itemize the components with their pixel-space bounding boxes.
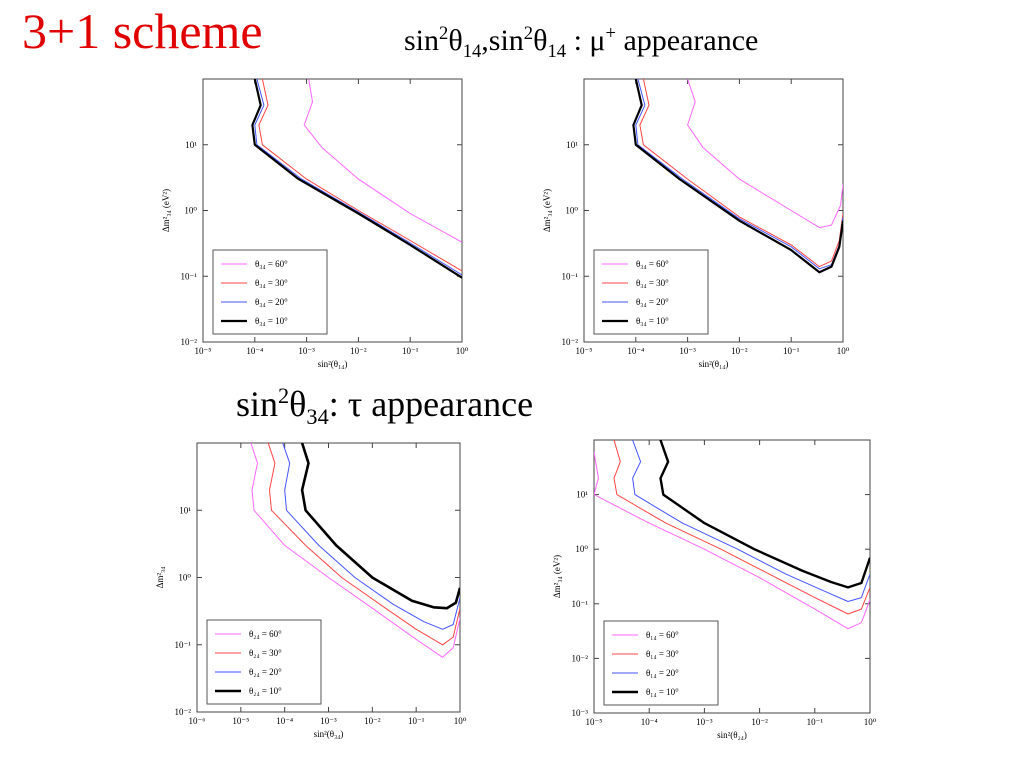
legend-entry: θ₃₄ = 60° <box>636 259 669 269</box>
legend-entry: θ₃₄ = 20° <box>255 297 288 307</box>
x-tick-label: 10⁻⁵ <box>586 717 603 727</box>
legend-entry: θ₁₄ = 30° <box>646 649 679 659</box>
slide-title: 3+1 scheme <box>22 3 263 59</box>
x-tick-label: 10⁻³ <box>298 346 315 356</box>
y-tick-label: 10¹ <box>185 140 197 150</box>
y-tick-label: 10¹ <box>179 505 191 515</box>
series-line-1 <box>687 79 843 229</box>
x-tick-label: 10⁰ <box>864 717 877 727</box>
x-tick-label: 10⁻³ <box>696 717 713 727</box>
y-axis-label: Δm²₃₄ (eV²) <box>542 189 552 232</box>
x-tick-label: 10⁻⁴ <box>627 346 644 356</box>
x-tick-label: 10⁻² <box>350 346 367 356</box>
legend-entry: θ₃₄ = 30° <box>255 278 288 288</box>
y-tick-label: 10⁻² <box>572 653 589 663</box>
x-tick-label: 10⁻¹ <box>408 716 425 726</box>
y-axis-label: Δm²₃₄ <box>155 567 165 589</box>
series-line-3 <box>635 79 843 270</box>
x-axis-label: sin²(θ₁₄) <box>699 359 729 369</box>
x-tick-label: 10⁻⁶ <box>189 716 206 726</box>
x-tick-label: 10⁻¹ <box>807 717 824 727</box>
legend-entry: θ₂₄ = 30° <box>249 648 282 658</box>
legend-entry: θ₂₄ = 20° <box>249 667 282 677</box>
y-tick-label: 10⁰ <box>575 544 588 554</box>
plot-4: 10⁻⁵ 10⁻⁴ 10⁻³ 10⁻² 10⁻¹ 10⁰ 10⁻³ 10⁻² 10⁻¹ 10⁰ 10… <box>552 439 877 740</box>
legend-entry: θ₃₄ = 60° <box>255 259 288 269</box>
y-tick-label: 10⁻¹ <box>175 640 192 650</box>
x-axis-label: sin²(θ₁₄) <box>318 359 348 369</box>
legend-entry: θ₃₄ = 10° <box>636 316 669 326</box>
y-tick-label: 10⁻¹ <box>181 271 198 281</box>
y-tick-label: 10⁻² <box>175 707 192 717</box>
series-line-3 <box>282 443 460 630</box>
legend-entry: θ₃₄ = 10° <box>255 316 288 326</box>
legend-entry: θ₁₄ = 60° <box>646 630 679 640</box>
plot-frame <box>593 439 871 714</box>
x-tick-label: 10⁻² <box>364 716 381 726</box>
x-tick-label: 10⁰ <box>454 716 467 726</box>
y-axis-label: Δm²₃₄ (eV²) <box>552 555 562 598</box>
x-tick-label: 10⁻⁵ <box>232 716 249 726</box>
plot-2: 10⁻⁵ 10⁻⁴ 10⁻³ 10⁻² 10⁻¹ 10⁰ 10⁻² 10⁻¹ 10⁰ 10¹ sin… <box>542 78 850 369</box>
legend-entry: θ₃₄ = 30° <box>636 278 669 288</box>
subtitle-mu-appearance: sin2θ14,sin2θ14 : μ+ appearance <box>404 23 759 62</box>
series-line-3 <box>632 440 870 602</box>
legend-entry: θ₂₄ = 60° <box>249 629 282 639</box>
legend-entry: θ₂₄ = 10° <box>249 686 282 696</box>
x-tick-label: 10⁰ <box>456 346 469 356</box>
series-line-3 <box>254 79 462 276</box>
series-line-4 <box>251 79 462 279</box>
x-tick-label: 10⁻¹ <box>783 346 800 356</box>
y-tick-label: 10⁻² <box>562 337 579 347</box>
y-tick-label: 10⁻² <box>181 337 198 347</box>
x-tick-label: 10⁻³ <box>679 346 696 356</box>
x-tick-label: 10⁻⁵ <box>195 346 212 356</box>
x-tick-label: 10⁰ <box>837 346 850 356</box>
x-axis-label: sin²(θ₂₄) <box>717 730 747 740</box>
y-tick-label: 10⁻³ <box>572 708 589 718</box>
series-line-2 <box>267 443 460 646</box>
x-tick-label: 10⁻⁴ <box>641 717 658 727</box>
x-tick-label: 10⁻⁵ <box>576 346 593 356</box>
legend-entry: θ₁₄ = 20° <box>646 668 679 678</box>
series-line-4 <box>300 443 460 610</box>
series-line-2 <box>613 440 870 615</box>
plot-1: 10⁻⁵ 10⁻⁴ 10⁻³ 10⁻² 10⁻¹ 10⁰ 10⁻² 10⁻¹ 10⁰ 10¹ sin… <box>161 78 469 369</box>
x-tick-label: 10⁻⁴ <box>276 716 293 726</box>
x-tick-label: 10⁻¹ <box>402 346 419 356</box>
y-tick-label: 10⁰ <box>184 206 197 216</box>
legend-entry: θ₃₄ = 20° <box>636 297 669 307</box>
series-line-1 <box>250 443 460 658</box>
plot-3: 10⁻⁶ 10⁻⁵ 10⁻⁴ 10⁻³ 10⁻² 10⁻¹ 10⁰ 10⁻² 10⁻¹ 10⁰ 10… <box>155 442 467 739</box>
y-tick-label: 10¹ <box>566 140 578 150</box>
y-tick-label: 10⁻¹ <box>562 271 579 281</box>
y-tick-label: 10⁻¹ <box>572 599 589 609</box>
x-tick-label: 10⁻⁴ <box>246 346 263 356</box>
series-line-4 <box>659 440 870 589</box>
x-axis-label: sin²(θ₃₄) <box>314 729 344 739</box>
x-tick-label: 10⁻² <box>731 346 748 356</box>
series-line-1 <box>594 452 870 630</box>
y-tick-label: 10¹ <box>576 490 588 500</box>
y-tick-label: 10⁰ <box>178 573 191 583</box>
series-line-2 <box>639 79 843 268</box>
y-tick-label: 10⁰ <box>565 206 578 216</box>
x-tick-label: 10⁻² <box>751 717 768 727</box>
series-line-2 <box>258 79 462 272</box>
series-line-4 <box>632 79 843 274</box>
subtitle-tau-appearance: sin2θ34: τ appearance <box>236 383 534 430</box>
series-line-1 <box>303 79 462 243</box>
y-axis-label: Δm²₃₄ (eV²) <box>161 189 171 232</box>
legend-entry: θ₁₄ = 10° <box>646 687 679 697</box>
x-tick-label: 10⁻³ <box>320 716 337 726</box>
